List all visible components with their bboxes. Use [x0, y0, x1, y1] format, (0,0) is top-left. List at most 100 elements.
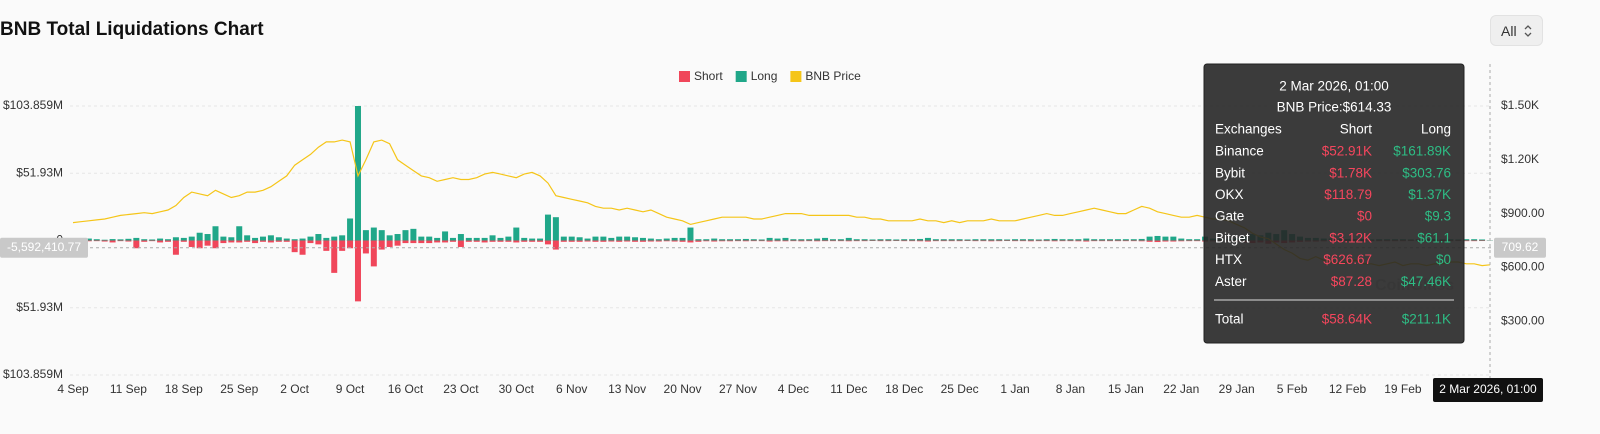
tooltip-short: $52.91K: [1322, 144, 1372, 159]
bar: [85, 240, 92, 242]
tooltip-long: $61.1: [1417, 230, 1451, 245]
bar: [529, 240, 536, 242]
bar: [742, 238, 749, 241]
bar: [402, 230, 409, 241]
bar: [418, 240, 425, 244]
x-tick-label: 18 Sep: [165, 382, 203, 396]
crosshair-y2-box: [1494, 237, 1546, 258]
legend-label: Long: [751, 69, 778, 83]
bar: [434, 237, 441, 241]
bar: [125, 238, 132, 241]
bar: [901, 240, 908, 242]
bar: [837, 239, 844, 241]
x-hover-label-box: [1433, 378, 1543, 402]
bar: [996, 240, 1003, 242]
bar: [449, 240, 456, 242]
bar: [93, 239, 100, 241]
bar: [117, 240, 124, 242]
bar: [1004, 239, 1011, 241]
x-tick-label: 4 Dec: [778, 382, 809, 396]
bar: [909, 240, 916, 242]
tooltip-long: $303.76: [1402, 165, 1451, 180]
bar: [1004, 240, 1011, 242]
bar: [1012, 239, 1019, 241]
bar: [932, 239, 939, 241]
tooltip-short: $3.12K: [1329, 230, 1372, 245]
bar: [853, 240, 860, 242]
bar: [1083, 238, 1090, 241]
bar: [133, 240, 140, 249]
bar: [394, 240, 401, 246]
bar: [101, 240, 108, 242]
bar: [101, 239, 108, 241]
bar: [307, 240, 314, 244]
y2-tick-label: $300.00: [1501, 313, 1545, 327]
bar: [1043, 240, 1050, 242]
bar: [1178, 240, 1185, 242]
bar: [719, 239, 726, 241]
tooltip-exchange: HTX: [1215, 252, 1242, 267]
bar: [1186, 240, 1193, 242]
bar: [758, 239, 765, 241]
bar: [592, 240, 599, 242]
bar: [584, 240, 591, 242]
x-tick-label: 4 Sep: [57, 382, 89, 396]
tooltip-long: $47.46K: [1401, 274, 1451, 289]
bar: [537, 240, 544, 242]
bar: [639, 240, 646, 242]
bar: [220, 236, 227, 241]
bar: [1154, 235, 1161, 241]
bar: [592, 236, 599, 241]
bar: [267, 235, 274, 241]
bar: [378, 240, 385, 250]
bar: [386, 235, 393, 241]
bar: [1043, 239, 1050, 241]
bar: [814, 238, 821, 241]
bar: [845, 237, 852, 241]
bar: [663, 240, 670, 242]
bar: [924, 237, 931, 241]
bar: [964, 239, 971, 241]
bar: [315, 240, 322, 245]
bar: [149, 240, 156, 242]
bar: [829, 239, 836, 241]
bar: [568, 240, 575, 242]
bar: [418, 236, 425, 241]
bar: [252, 240, 259, 244]
bar: [719, 240, 726, 242]
bar: [449, 237, 456, 241]
tooltip-price: BNB Price:$614.33: [1277, 100, 1392, 115]
tooltip-exchange: OKX: [1215, 187, 1244, 202]
bar: [829, 240, 836, 242]
bar: [291, 239, 298, 241]
tooltip: 2 Mar 2026, 01:00 BNB Price:$614.33 Exchan…: [1203, 63, 1465, 344]
legend-label: Short: [694, 69, 723, 83]
bar: [521, 240, 528, 242]
bar: [988, 239, 995, 241]
bar: [750, 240, 757, 242]
bar: [1059, 239, 1066, 241]
tooltip-short: $58.64K: [1322, 312, 1372, 327]
bar: [315, 234, 322, 241]
bar: [1122, 239, 1129, 241]
bar: [1471, 240, 1478, 242]
tooltip-title: 2 Mar 2026, 01:00: [1279, 79, 1389, 94]
bar: [157, 238, 164, 241]
bar: [188, 236, 195, 241]
y2-tick-label: $600.00: [1501, 260, 1545, 274]
bar: [1463, 239, 1470, 241]
bar: [259, 240, 266, 242]
bar: [560, 240, 567, 242]
bar: [521, 237, 528, 241]
tooltip-exchange: Binance: [1215, 144, 1264, 159]
tooltip-long: $1.37K: [1408, 187, 1451, 202]
bar: [362, 230, 369, 241]
x-tick-label: 5 Feb: [1277, 382, 1308, 396]
bar: [1162, 236, 1169, 241]
bar: [497, 240, 504, 242]
range-selector[interactable]: All: [1490, 15, 1543, 46]
tooltip-long: $211.1K: [1402, 312, 1451, 327]
bar: [1075, 239, 1082, 241]
tooltip-short: $626.67: [1323, 252, 1372, 267]
bar: [236, 226, 243, 241]
